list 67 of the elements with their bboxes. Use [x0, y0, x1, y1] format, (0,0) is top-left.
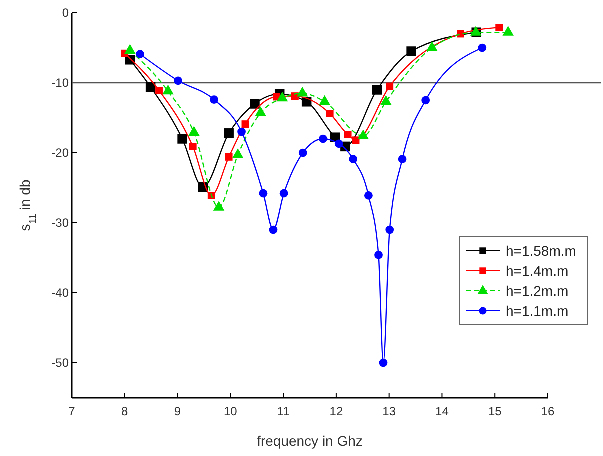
point	[380, 95, 392, 106]
point	[224, 128, 234, 138]
point	[374, 251, 383, 260]
point	[319, 134, 328, 144]
x-tick-label: 10	[224, 404, 238, 418]
point	[386, 82, 394, 90]
legend-label: h=1.4m.m	[506, 263, 569, 279]
point	[296, 86, 308, 97]
legend-label: h=1.2m.m	[506, 283, 569, 299]
x-tick-label: 15	[488, 404, 502, 418]
point	[136, 50, 144, 58]
point	[379, 358, 388, 368]
point	[156, 86, 163, 94]
point	[124, 44, 136, 54]
x-tick-label: 8	[122, 404, 129, 418]
point	[146, 82, 156, 92]
point	[298, 148, 308, 158]
point	[478, 44, 487, 52]
point	[238, 128, 246, 136]
point	[502, 26, 514, 36]
point	[426, 41, 438, 52]
x-tick-label: 16	[541, 404, 555, 418]
legend-label: h=1.1m.m	[506, 303, 569, 319]
point	[213, 201, 225, 211]
point	[496, 24, 504, 32]
point	[352, 136, 360, 144]
point	[334, 140, 344, 148]
point	[364, 192, 373, 200]
point	[250, 99, 260, 109]
point	[259, 189, 268, 198]
legend-label: h=1.58m.m	[506, 243, 576, 259]
point	[178, 134, 188, 144]
point	[188, 126, 200, 136]
point	[225, 153, 233, 161]
y-tick-label: -40	[52, 286, 70, 300]
point	[269, 226, 278, 234]
point	[422, 96, 430, 105]
point	[280, 189, 288, 198]
point	[189, 142, 197, 150]
point	[358, 130, 370, 140]
point	[255, 106, 266, 116]
y-tick-label: -50	[52, 356, 70, 370]
point	[210, 96, 218, 104]
point	[174, 76, 182, 86]
point	[326, 110, 334, 118]
x-tick-label: 12	[330, 404, 344, 418]
point	[242, 120, 250, 128]
x-tick-label: 14	[436, 404, 450, 418]
x-axis-title: frequency in Ghz	[257, 433, 363, 449]
point	[406, 46, 416, 56]
x-tick-label: 9	[174, 404, 182, 418]
point	[162, 84, 174, 95]
point	[372, 85, 382, 95]
y-tick-label: -10	[52, 76, 70, 90]
x-tick-label: 11	[277, 404, 290, 418]
point	[232, 148, 244, 158]
y-tick-label: -30	[52, 216, 70, 230]
point	[386, 226, 394, 234]
x-tick-label: 13	[382, 404, 396, 418]
x-tick-label: 7	[68, 404, 76, 418]
y-tick-label: 0	[62, 6, 70, 20]
point	[344, 131, 352, 139]
point	[276, 92, 288, 102]
point	[319, 95, 330, 106]
y-tick-label: -20	[52, 146, 70, 160]
point	[349, 155, 358, 164]
point	[398, 155, 407, 164]
